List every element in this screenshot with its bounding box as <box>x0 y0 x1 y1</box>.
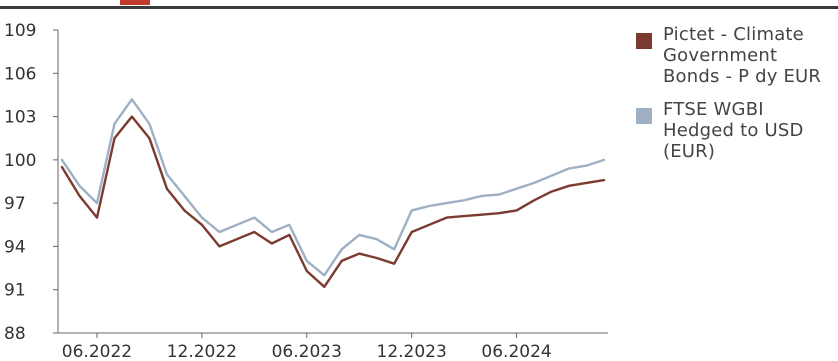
top-rule-accent <box>120 0 150 5</box>
legend: Pictet - Climate Government Bonds - P dy… <box>636 24 836 174</box>
y-tick-label: 91 <box>4 281 26 301</box>
series-line-ftse <box>60 98 606 277</box>
x-tick-label: 06.2023 <box>272 342 342 361</box>
legend-label-ftse: FTSE WGBI Hedged to USD (EUR) <box>663 99 804 162</box>
legend-item-ftse: FTSE WGBI Hedged to USD (EUR) <box>636 99 836 162</box>
y-tick-label: 94 <box>4 237 26 257</box>
x-tick-label: 12.2023 <box>377 342 447 361</box>
y-tick-label: 100 <box>4 151 36 171</box>
top-rule <box>0 0 838 10</box>
y-axis: 109 106 103 100 97 94 91 88 <box>4 21 59 344</box>
y-tick-label: 88 <box>4 324 26 344</box>
y-tick-label: 106 <box>4 64 36 84</box>
x-axis: 06.2022 12.2022 06.2023 12.2023 06.2024 <box>58 332 608 361</box>
x-tick-label: 12.2022 <box>167 342 237 361</box>
top-rule-bar <box>0 6 838 9</box>
y-tick-label: 97 <box>4 194 26 214</box>
x-tick-label: 06.2022 <box>62 342 132 361</box>
legend-swatch-pictet <box>636 33 652 49</box>
x-tick-label: 06.2024 <box>481 342 551 361</box>
series-layer <box>60 98 606 288</box>
y-tick-label: 109 <box>4 21 36 41</box>
legend-swatch-ftse <box>636 108 652 124</box>
y-tick-label: 103 <box>4 108 36 128</box>
legend-label-pictet: Pictet - Climate Government Bonds - P dy… <box>663 24 822 87</box>
legend-item-pictet: Pictet - Climate Government Bonds - P dy… <box>636 24 836 87</box>
series-line-pictet <box>60 115 606 288</box>
